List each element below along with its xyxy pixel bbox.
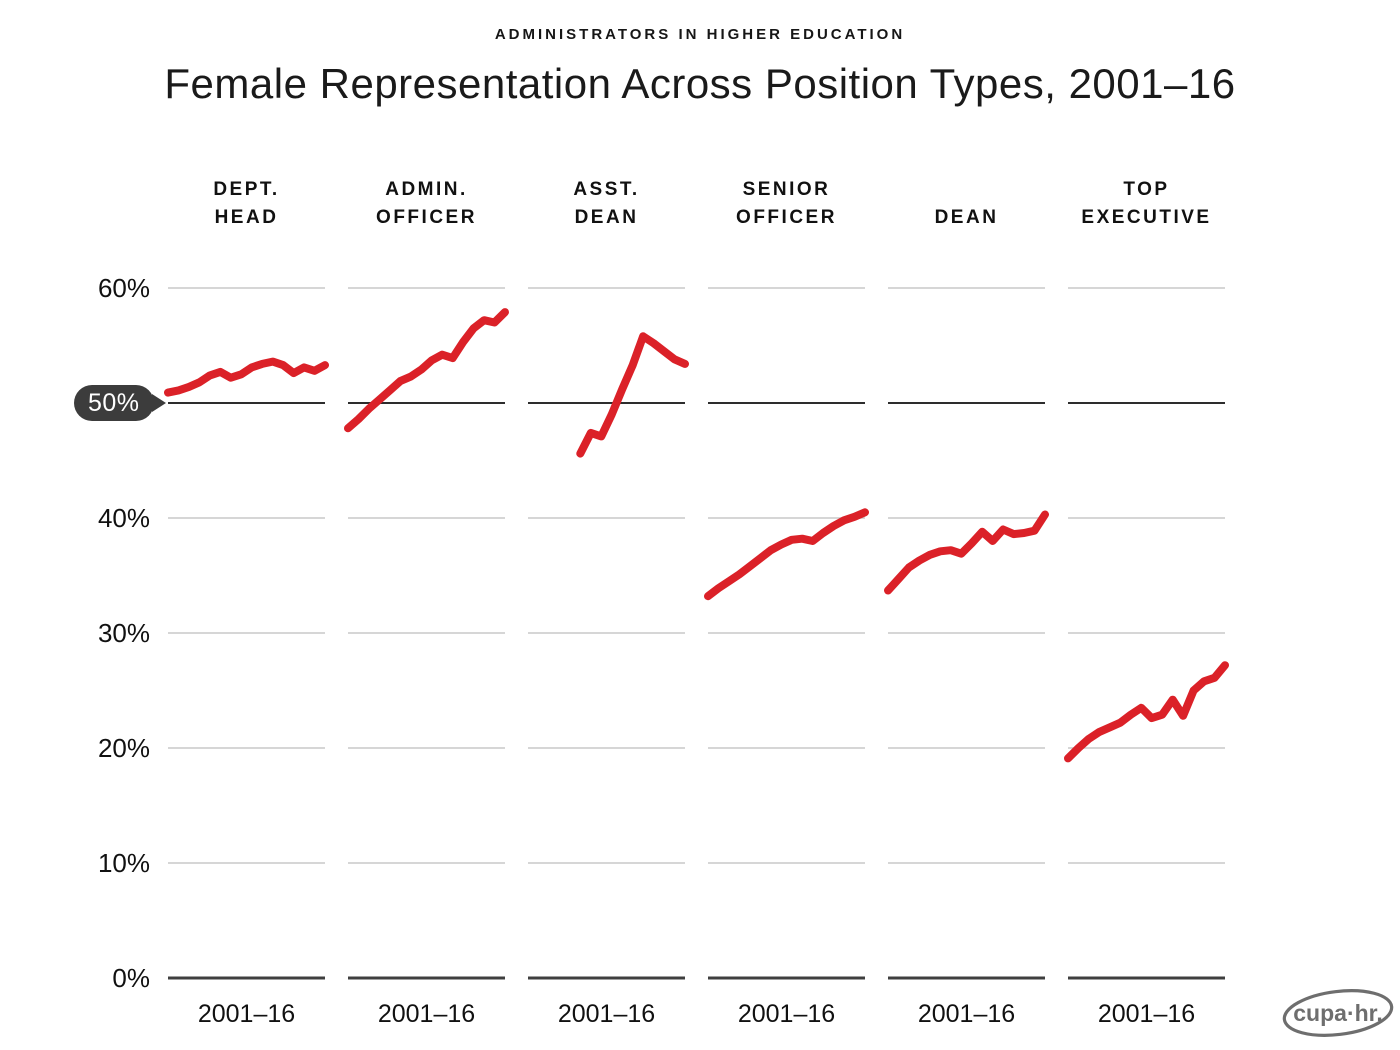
trend-line-4 [704,508,869,601]
panel-header-line: OFFICER [736,207,837,228]
panel-header-line: ADMIN. [385,179,468,200]
logo-oval [1282,989,1394,1037]
panel-header-line: OFFICER [376,207,477,228]
panel-header-asst-dean: ASST. DEAN [514,174,699,232]
panel-header-dean: DEAN [874,174,1059,232]
chart-kicker: ADMINISTRATORS IN HIGHER EDUCATION [494,26,906,43]
trend-line-1 [164,357,329,397]
trend-line-6 [1064,661,1229,763]
y-tick-label: 10% [97,848,150,878]
trend-line-3 [576,332,689,458]
panel-header-line: DEAN [574,207,639,228]
panel-header-line: HEAD [214,207,279,228]
fifty-percent-bubble: 50% [74,385,166,421]
y-tick-label: 40% [97,503,150,533]
trend-line-2 [344,308,509,433]
panel-header-top-executive: TOP EXECUTIVE [1054,174,1239,232]
panel-header-senior-officer: SENIOR OFFICER [694,174,879,232]
panel-header-line: TOP [1123,179,1170,200]
cupa-hr-logo: cupa·hr. [1282,989,1394,1037]
x-axis-label: 2001–16 [377,1000,476,1028]
panel-header-dept-head: DEPT. HEAD [154,174,339,232]
y-tick-label: 30% [97,618,150,648]
panel-header-line: ASST. [573,179,640,200]
x-axis-label: 2001–16 [917,1000,1016,1028]
panel-header-line: DEAN [934,207,999,228]
panel-header-line: EXECUTIVE [1081,207,1212,228]
panel-header-line: SENIOR [742,179,831,200]
y-tick-label: 0% [112,963,150,993]
x-axis-label: 2001–16 [197,1000,296,1028]
y-tick-label: 20% [97,733,150,763]
x-axis-label: 2001–16 [557,1000,656,1028]
chart-title: Female Representation Across Position Ty… [164,60,1236,107]
panel-header-admin-officer: ADMIN. OFFICER [334,174,519,232]
trend-line-5 [884,510,1049,595]
x-axis-label: 2001–16 [1097,1000,1196,1028]
y-tick-label: 60% [97,273,150,303]
panel-header-line: DEPT. [213,179,280,200]
logo-text: cupa·hr. [1293,1000,1382,1026]
x-axis-label: 2001–16 [737,1000,836,1028]
